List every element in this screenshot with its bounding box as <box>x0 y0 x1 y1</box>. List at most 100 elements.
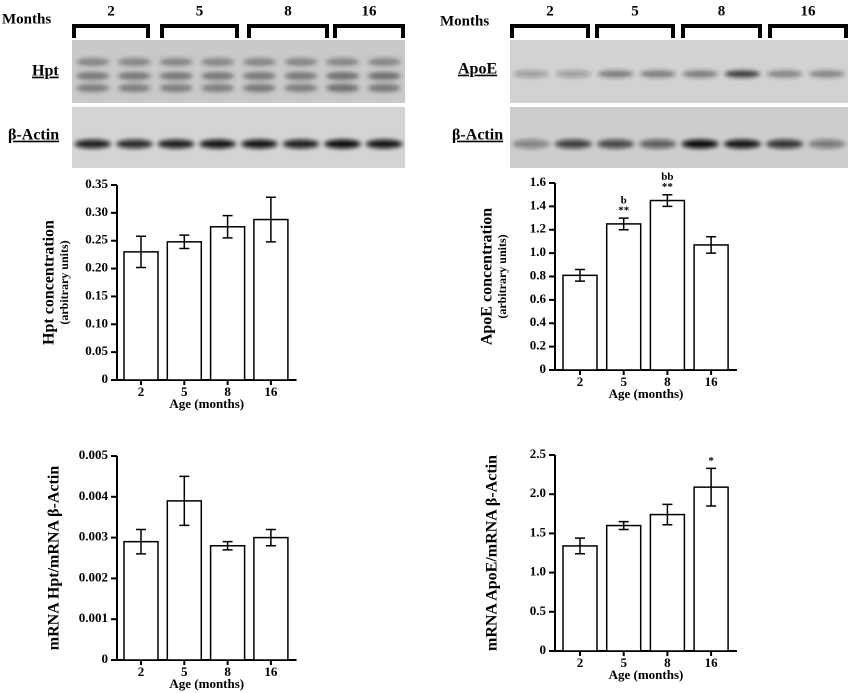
band <box>116 139 153 149</box>
y-tick-label: 0.5 <box>530 603 547 618</box>
error-bar <box>706 236 717 254</box>
band <box>240 139 278 149</box>
y-tick-label: 0.001 <box>79 610 108 625</box>
band <box>324 139 361 149</box>
error-bar <box>265 196 276 243</box>
error-bar <box>136 528 146 555</box>
significance-label: bb <box>661 171 673 183</box>
band <box>724 70 761 78</box>
y-tick-label: 0.10 <box>85 315 108 330</box>
y-tick-label: 0.25 <box>85 232 108 247</box>
band <box>766 70 803 78</box>
band <box>242 84 276 92</box>
band <box>367 58 401 66</box>
lane-group-label: 16 <box>801 3 817 19</box>
band <box>723 139 761 149</box>
lane-bracket <box>247 24 329 38</box>
band <box>367 84 401 92</box>
bar <box>123 251 159 381</box>
x-tick-label: 2 <box>577 655 584 670</box>
band <box>74 139 112 149</box>
lane-bracket <box>333 24 405 38</box>
error-bar <box>179 234 190 250</box>
band <box>325 58 360 66</box>
y-axis-label: ApoE concentration <box>479 208 496 345</box>
bar <box>123 540 159 661</box>
bar <box>605 524 642 652</box>
x-axis-label: Age (months) <box>169 676 244 691</box>
band <box>555 70 592 78</box>
error-bar <box>662 193 673 208</box>
band <box>199 139 237 149</box>
band <box>554 139 592 149</box>
band <box>242 72 276 80</box>
band <box>159 72 193 80</box>
bar <box>605 223 642 371</box>
y-tick-label: 0.004 <box>79 488 109 503</box>
x-tick-label: 5 <box>181 384 188 399</box>
x-tick-label: 16 <box>705 374 719 389</box>
lane-group-label: 2 <box>107 3 115 19</box>
lane-group-label: 2 <box>546 3 554 19</box>
x-tick-label: 16 <box>264 664 278 679</box>
lane-bracket <box>160 24 239 38</box>
significance-label: ** <box>662 181 674 193</box>
bar <box>562 274 598 371</box>
band <box>640 70 676 78</box>
significance-label: b <box>621 195 627 207</box>
lane-bracket <box>595 24 675 38</box>
band <box>117 84 152 92</box>
x-axis-label: Age (months) <box>609 386 684 401</box>
months-label: Months <box>440 13 489 29</box>
bar <box>693 244 729 371</box>
band <box>808 139 846 149</box>
y-tick-label: 0 <box>102 371 109 386</box>
band <box>766 139 804 149</box>
y-tick-label: 0.15 <box>85 287 108 302</box>
lane-bracket <box>72 24 150 38</box>
error-bar <box>575 268 585 282</box>
y-axis-label: Hpt concentration <box>41 220 58 345</box>
bar <box>209 545 246 661</box>
x-tick-label: 5 <box>181 664 188 679</box>
y-axis-label-note: (arbitrary units) <box>495 234 509 318</box>
y-tick-label: 1.0 <box>530 244 546 259</box>
band <box>325 72 360 80</box>
x-tick-label: 8 <box>664 374 671 389</box>
y-tick-label: 2.5 <box>530 446 547 461</box>
lane-group-label: 5 <box>196 3 204 19</box>
blot-row-label: β-Actin <box>452 127 503 144</box>
lane-group-label: 16 <box>362 3 378 19</box>
band <box>117 58 152 66</box>
band <box>76 58 110 66</box>
lane-bracket <box>681 24 762 38</box>
x-tick-label: 8 <box>224 384 231 399</box>
y-tick-label: 0.8 <box>530 267 547 282</box>
band <box>597 139 635 149</box>
x-tick-label: 2 <box>138 664 145 679</box>
blot-row-label: β-Actin <box>8 127 59 144</box>
bar <box>649 513 686 652</box>
x-tick-label: 2 <box>577 374 584 389</box>
lane-bracket <box>510 24 590 38</box>
bar <box>649 199 686 371</box>
y-tick-label: 1.5 <box>530 524 547 539</box>
y-axis-label-note: (arbitrary units) <box>57 240 71 324</box>
band <box>201 84 235 92</box>
y-tick-label: 0 <box>102 651 109 666</box>
band <box>159 58 193 66</box>
error-bar <box>706 467 717 507</box>
y-tick-label: 0.30 <box>85 204 108 219</box>
band <box>512 139 550 149</box>
y-tick-label: 2.0 <box>530 485 546 500</box>
error-bar <box>265 528 276 547</box>
y-tick-label: 0 <box>540 642 547 657</box>
y-tick-label: 0.35 <box>85 176 108 191</box>
error-bar <box>222 214 233 239</box>
error-bar <box>618 520 629 531</box>
y-tick-label: 1.0 <box>530 564 546 579</box>
band <box>284 84 318 92</box>
y-tick-label: 0.005 <box>79 447 109 462</box>
error-bar <box>575 537 585 555</box>
